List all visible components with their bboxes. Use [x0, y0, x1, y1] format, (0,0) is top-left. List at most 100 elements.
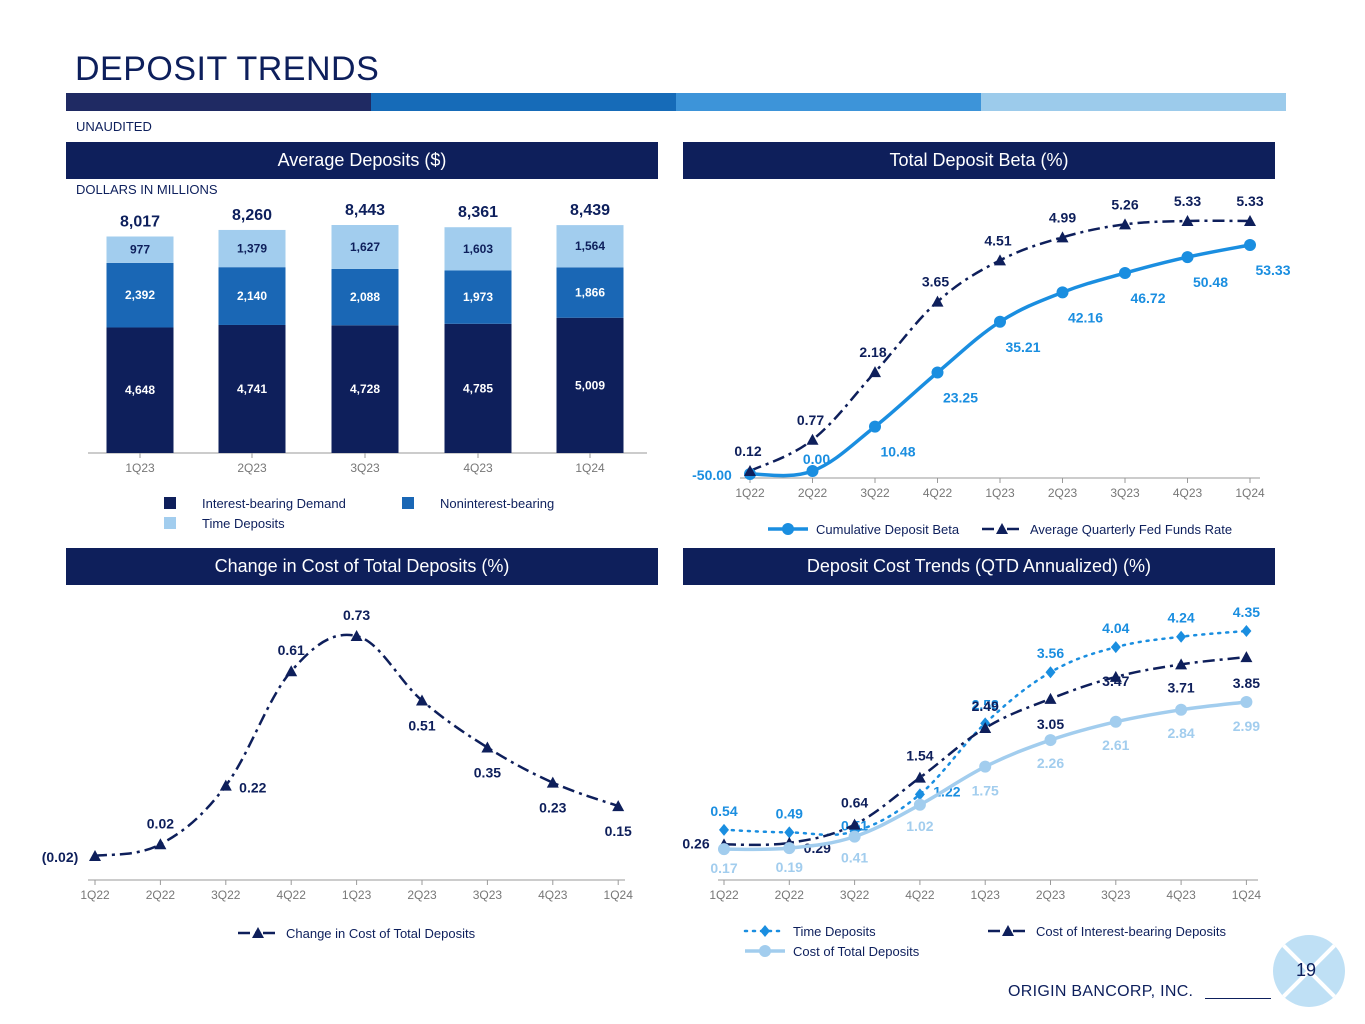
cost-point-label: 0.54: [710, 803, 737, 819]
fed-point-label: 5.33: [1236, 193, 1263, 209]
cost-point-label: 4.04: [1102, 620, 1129, 636]
change-point-label: 0.02: [147, 815, 174, 831]
bar-value-label: 1,866: [575, 286, 605, 300]
bar-segment: [106, 236, 174, 263]
fed-point: [994, 254, 1006, 266]
change-point: [350, 630, 363, 641]
fed-point-label: 4.99: [1049, 209, 1076, 225]
beta-point: [806, 465, 819, 477]
beta-point-label: 10.48: [880, 444, 915, 460]
beta-point-label: 50.48: [1193, 274, 1228, 290]
change-point-label: 0.23: [539, 800, 566, 816]
change-point-label: 0.35: [474, 764, 501, 780]
cost-point: [784, 826, 795, 839]
cost-point-label: 2.26: [1037, 755, 1064, 771]
change-point-label: 0.61: [278, 642, 305, 658]
change-point: [481, 741, 494, 753]
cost-point-label: 1.22: [933, 783, 960, 799]
cost-trends-tick-label: 2Q23: [1036, 888, 1066, 902]
avg-deposits-tick-label: 1Q23: [125, 461, 155, 475]
change-series-line: [94, 633, 619, 858]
bar-value-label: 1,379: [237, 242, 267, 256]
fed-point: [1181, 215, 1194, 226]
avg-deposits-legend-swatch: [402, 497, 414, 509]
bar-total-label: 8,439: [570, 202, 610, 219]
cost-point-label: 0.49: [776, 805, 803, 821]
beta-point: [1056, 286, 1069, 299]
cost-trends-tick-label: 1Q22: [709, 888, 739, 902]
cost-point-label: 3.71: [1167, 679, 1194, 695]
bar-segment: [331, 325, 399, 453]
cost-legend-time-label: Time Deposits: [793, 924, 876, 939]
bar-segment: [218, 324, 286, 453]
cost-point: [979, 760, 992, 773]
change-point: [285, 665, 298, 677]
cost-point: [718, 843, 730, 856]
change-tick-label: 3Q22: [211, 888, 241, 902]
avg-deposits-tick-label: 2Q23: [237, 461, 267, 475]
cost-point-label: 0.17: [710, 860, 737, 876]
cost-point: [1110, 641, 1121, 654]
beta-legend-swatch-marker: [782, 523, 794, 535]
cost-point-label: 3.85: [1233, 675, 1260, 691]
cost-point: [1044, 734, 1057, 747]
beta-point: [994, 315, 1006, 328]
cost-point-label: 1.54: [906, 748, 933, 764]
bar-value-label: 4,728: [350, 382, 380, 396]
title-color-strip: [66, 93, 1286, 111]
beta-point-label: 23.25: [943, 389, 978, 405]
bar-value-label: 4,648: [125, 383, 155, 397]
cost-point: [913, 771, 926, 783]
avg-deposits-legend-label: Time Deposits: [202, 516, 285, 531]
cost-point-label: 4.35: [1233, 604, 1260, 620]
beta-point-label: 35.21: [1005, 339, 1040, 355]
beta-tick-label: 3Q23: [1110, 486, 1140, 500]
change-tick-label: 1Q23: [342, 888, 372, 902]
cost-point: [1175, 703, 1188, 716]
fed-point-label: 4.51: [984, 232, 1011, 248]
cost-point: [719, 823, 729, 836]
bar-segment: [218, 229, 286, 268]
cost-point: [783, 842, 796, 855]
cost-trends-tick-label: 3Q23: [1101, 888, 1131, 902]
bar-segment: [106, 262, 174, 328]
cost-point-label: 2.84: [1167, 725, 1194, 741]
fed-point: [806, 433, 819, 445]
bar-segment: [444, 323, 512, 453]
bar-segment: [556, 267, 624, 318]
change-tick-label: 1Q24: [604, 888, 634, 902]
cost-point-label: 2.58: [972, 696, 999, 712]
bar-segment: [106, 327, 174, 453]
change-point: [612, 800, 625, 812]
fed-point: [744, 465, 756, 476]
change-point-label: 0.51: [408, 718, 435, 734]
cost-trends-tick-label: 2Q22: [775, 888, 805, 902]
fed-point: [869, 366, 881, 378]
cost-legend-interest-label: Cost of Interest-bearing Deposits: [1036, 924, 1227, 939]
beta-point: [1244, 239, 1256, 251]
avg-deposits-legend-swatch: [164, 517, 176, 529]
change-point: [219, 779, 232, 791]
cost-point-label: 1.02: [906, 818, 933, 834]
bar-value-label: 4,741: [237, 382, 267, 396]
cost-legend-interest-swatch-marker: [1002, 925, 1014, 936]
cost-point-label: 0.19: [776, 859, 803, 875]
bar-segment: [218, 267, 286, 325]
fed-point: [1119, 218, 1131, 230]
cost-point-label: 2.49: [972, 698, 999, 714]
cost-point-label: 0.41: [841, 850, 868, 866]
bar-segment: [556, 225, 624, 268]
strip-segment: [66, 93, 371, 111]
change-tick-label: 2Q23: [407, 888, 437, 902]
beta-series-line: [749, 243, 1251, 478]
change-tick-label: 1Q22: [80, 888, 110, 902]
cost-point: [1240, 651, 1253, 663]
cost-point: [848, 818, 861, 830]
bar-total-label: 8,443: [345, 202, 385, 219]
change-point-label: (0.02): [42, 849, 79, 865]
beta-tick-label: 2Q23: [1048, 486, 1078, 500]
bar-value-label: 4,785: [463, 381, 493, 395]
cost-point: [1241, 625, 1252, 637]
bar-value-label: 2,140: [237, 289, 267, 303]
strip-segment: [371, 93, 676, 111]
